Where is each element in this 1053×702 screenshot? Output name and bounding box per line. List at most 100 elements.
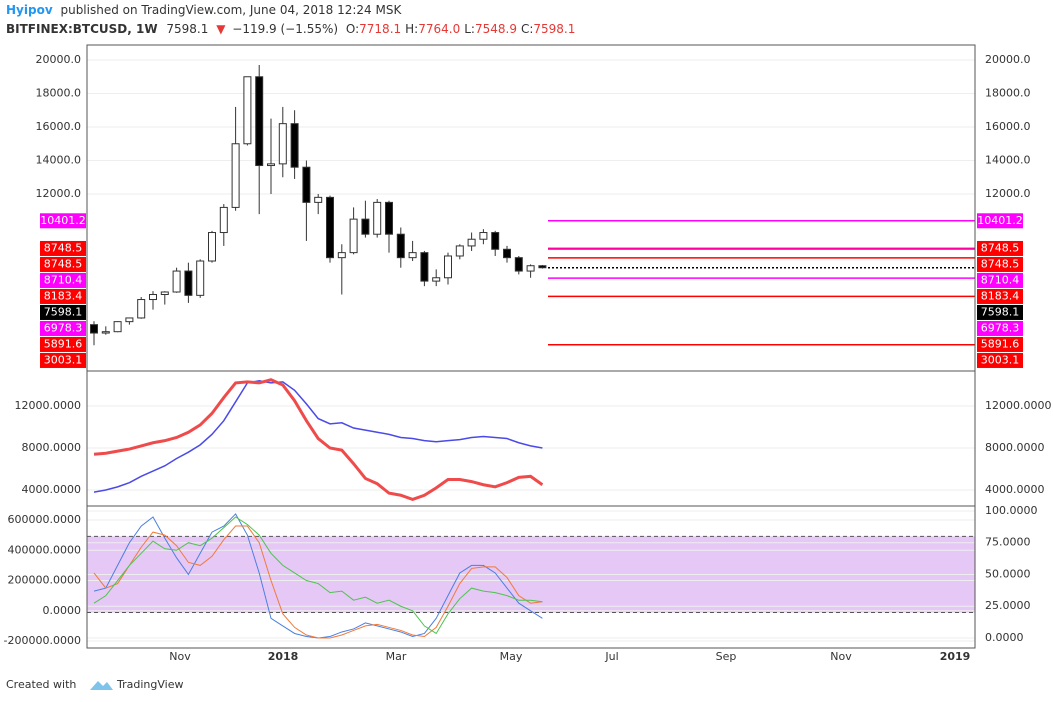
- price-label-box: [40, 336, 86, 352]
- ohlc-label: O:: [346, 22, 359, 36]
- last-price: 7598.1: [166, 22, 208, 36]
- ohlc-value: 7598.1: [533, 22, 575, 36]
- tick-label: 16000.0: [985, 120, 1031, 133]
- price-label: 5891.6: [44, 337, 83, 350]
- candle-body: [385, 201, 393, 235]
- candle-body: [278, 123, 287, 165]
- ohlc-value: 7718.1: [359, 22, 401, 36]
- candle-body: [231, 143, 240, 208]
- price-label-box: [977, 352, 1023, 368]
- tick-label: 400000.0000: [8, 543, 81, 556]
- price-label-box: [977, 256, 1023, 272]
- tick-label: 50.0000: [985, 567, 1031, 580]
- price-label: 3003.1: [44, 353, 83, 366]
- price-label: 5891.6: [981, 337, 1020, 350]
- footer-text: Created with: [6, 678, 76, 691]
- candle-body: [491, 232, 500, 250]
- x-tick-label: 2018: [268, 650, 299, 663]
- price-label: 7598.1: [44, 305, 83, 318]
- price-label-box: [977, 213, 1023, 229]
- direction: ▼: [216, 22, 226, 36]
- candle-body: [149, 294, 157, 301]
- tick-label: 12000.0: [985, 187, 1031, 200]
- price-label-box: [977, 320, 1023, 336]
- candle-body: [361, 218, 370, 235]
- x-tick-label: Sep: [716, 650, 737, 663]
- candle-body: [101, 331, 110, 334]
- price-label: 8183.4: [44, 289, 83, 302]
- candle-body: [267, 163, 275, 167]
- candle-body: [479, 232, 488, 240]
- price-label: 10401.2: [977, 214, 1023, 227]
- price-label-box: [977, 240, 1023, 256]
- price-label: 8183.4: [981, 289, 1020, 302]
- candle-body: [125, 317, 134, 323]
- header-line-2: BITFINEX:BTCUSD, 1W 7598.1 ▼ −119.9 (−1.…: [6, 22, 575, 36]
- tick-label: -200000.0000: [4, 634, 81, 647]
- candle-body: [526, 265, 535, 272]
- symbol: BITFINEX:BTCUSD, 1W: [6, 22, 158, 36]
- tick-label: 8000.0000: [22, 441, 82, 454]
- tick-label: 8000.0000: [985, 441, 1045, 454]
- price-label: 8710.4: [44, 273, 83, 286]
- tick-label: 18000.0: [36, 87, 82, 100]
- price-label-box: [40, 272, 86, 288]
- price-label-box: [40, 240, 86, 256]
- candle-body: [255, 76, 264, 167]
- candle-body: [467, 238, 476, 247]
- indicator-line: [93, 516, 543, 635]
- candle-body: [137, 299, 146, 319]
- ohlc-label: H:: [405, 22, 418, 36]
- price-label: 8748.5: [44, 241, 83, 254]
- candle-body: [373, 201, 382, 235]
- indicator-line: [93, 525, 543, 639]
- tick-label: 12000.0000: [15, 399, 81, 412]
- frame: [86, 44, 976, 649]
- candle-body: [444, 255, 452, 279]
- price-label-box: [977, 336, 1023, 352]
- candle-body: [396, 233, 405, 259]
- ohlc-value: 7548.9: [475, 22, 517, 36]
- price-label: 6978.3: [981, 321, 1020, 334]
- price-label-box: [40, 256, 86, 272]
- ohlc-label: C:: [521, 22, 533, 36]
- x-tick-label: Nov: [830, 650, 852, 663]
- price-label-box: [977, 272, 1023, 288]
- plot-border: [86, 44, 976, 649]
- candle-body: [455, 245, 464, 257]
- price-label: 3003.1: [981, 353, 1020, 366]
- tick-label: 100.0000: [985, 504, 1038, 517]
- candle-body: [90, 324, 98, 334]
- header-line-1: Hyipov published on TradingView.com, Jun…: [6, 3, 402, 17]
- price-label: 8748.5: [981, 257, 1020, 270]
- x-tick-label: Nov: [169, 650, 191, 663]
- candle-body: [208, 232, 216, 262]
- tick-label: 0.0000: [43, 604, 82, 617]
- candle-body: [219, 206, 228, 234]
- candle-body: [243, 76, 252, 145]
- candle-body: [160, 291, 169, 296]
- change: −119.9 (−1.55%): [232, 22, 338, 36]
- candle-body: [196, 260, 205, 296]
- author: Hyipov: [6, 3, 53, 17]
- tick-label: 12000.0000: [985, 399, 1051, 412]
- tick-label: 14000.0: [36, 154, 82, 167]
- published: published on TradingView.com, June 04, 2…: [60, 3, 402, 17]
- candle-body: [432, 277, 441, 282]
- candle-body: [408, 252, 417, 259]
- x-tick-label: May: [500, 650, 523, 663]
- price-label: 6978.3: [44, 321, 83, 334]
- candle-body: [290, 123, 299, 168]
- ohlc-label: L:: [464, 22, 475, 36]
- candle-body: [420, 252, 429, 282]
- price-label: 8710.4: [981, 273, 1020, 286]
- tick-label: 12000.0: [36, 187, 82, 200]
- tick-label: 200000.0000: [8, 574, 81, 587]
- tick-label: 16000.0: [36, 120, 82, 133]
- tick-label: 600000.0000: [8, 513, 81, 526]
- indicator-line: [93, 380, 543, 493]
- tick-label: 18000.0: [985, 87, 1031, 100]
- indicator-line: [93, 378, 544, 502]
